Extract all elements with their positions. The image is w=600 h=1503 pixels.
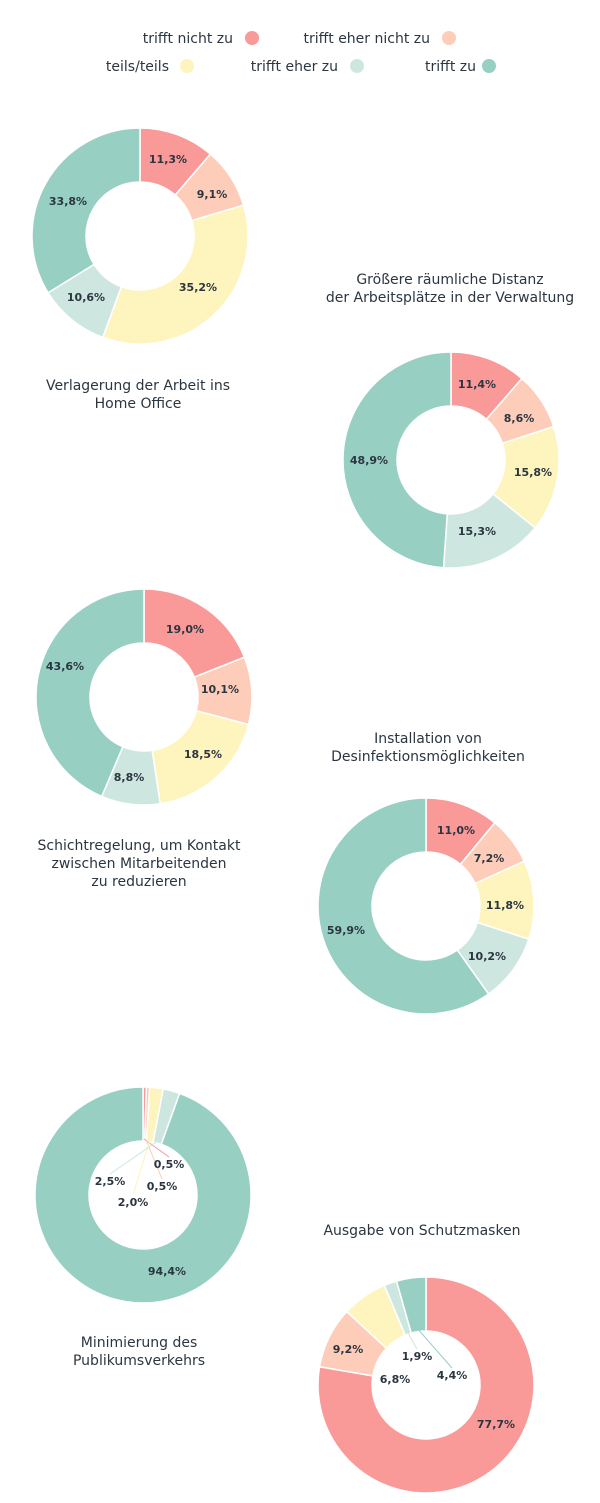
chart-title: Schichtregelung, um Kontakt zwischen Mita… xyxy=(38,838,241,890)
slice-label: 2,0% xyxy=(118,1196,149,1209)
legend-item-trifft-zu: trifft zu xyxy=(425,59,496,75)
slice-label: 2,5% xyxy=(95,1175,126,1188)
donut-chart-5: 0,5% 0,5% 2,0% 2,5% 94,4% Minimierung des Publ… xyxy=(34,1086,252,1369)
slice-label: 9,2% xyxy=(333,1343,364,1356)
chart-title-line: Publikumsverkehrs xyxy=(73,1353,205,1369)
legend-item-trifft-nicht-zu: trifft nicht zu xyxy=(143,31,259,47)
slice-teils-teils xyxy=(101,204,249,345)
slice-label: 15,8% xyxy=(514,466,552,479)
chart-title-line: Minimierung des xyxy=(81,1335,198,1351)
slice-label: 0,5% xyxy=(154,1158,185,1171)
legend-item-trifft-eher-nicht-zu: trifft eher nicht zu xyxy=(303,31,456,47)
legend-swatch xyxy=(442,31,456,45)
chart-title-line: der Arbeitsplätze in der Verwaltung xyxy=(326,290,574,306)
donut-chart-4: 11,0% 7,2% 11,8% 10,2% 59,9% Installation von… xyxy=(317,731,535,1015)
slice-trifft-zu xyxy=(395,1276,427,1334)
chart-title: Verlagerung der Arbeit ins Home Office xyxy=(46,378,230,412)
slice-label: 35,2% xyxy=(179,281,217,294)
leader-line xyxy=(407,1331,418,1350)
slice-trifft-zu xyxy=(342,351,452,569)
slice-label: 11,3% xyxy=(149,153,187,166)
slice-label: 43,6% xyxy=(46,660,84,673)
slice-label: 0,5% xyxy=(147,1180,178,1193)
slice-label: 19,0% xyxy=(166,623,204,636)
chart-title-line: Schichtregelung, um Kontakt xyxy=(38,838,241,854)
slice-trifft-zu xyxy=(31,127,141,294)
slice-label: 7,2% xyxy=(474,852,505,865)
chart-title-line: Installation von xyxy=(374,731,482,747)
slice-trifft-nicht-zu xyxy=(317,1276,535,1494)
legend-label: teils/teils xyxy=(106,59,169,75)
chart-title-line: Ausgabe von Schutzmasken xyxy=(323,1223,520,1239)
leader-line xyxy=(417,1329,453,1369)
chart-title-line: zu reduzieren xyxy=(91,874,186,890)
slice-label: 8,6% xyxy=(504,412,535,425)
slice-label: 9,1% xyxy=(197,188,228,201)
leader-line xyxy=(143,1138,170,1158)
chart-title: Größere räumliche Distanz der Arbeitsplät… xyxy=(326,272,574,306)
slice-trifft-zu xyxy=(35,588,145,798)
slice-label: 10,2% xyxy=(468,950,506,963)
charts-container: 11,3% 9,1% 35,2% 10,6% 33,8% Verlagerung der … xyxy=(31,127,574,1494)
slice-label: 15,3% xyxy=(458,525,496,538)
donut-chart-2: 11,4% 8,6% 15,8% 15,3% 48,9% Größere räumlich… xyxy=(326,272,574,569)
chart-title: Ausgabe von Schutzmasken xyxy=(323,1223,520,1239)
legend-label: trifft eher zu xyxy=(251,59,338,75)
slice-label: 8,8% xyxy=(114,771,145,784)
slice-label: 1,9% xyxy=(402,1350,433,1363)
donut-chart-1: 11,3% 9,1% 35,2% 10,6% 33,8% Verlagerung der … xyxy=(31,127,249,412)
legend-item-teils-teils: teils/teils xyxy=(106,59,194,75)
chart-title-line: zwischen Mitarbeitenden xyxy=(51,856,226,872)
chart-title: Minimierung des Publikumsverkehrs xyxy=(73,1335,205,1369)
slice-label: 10,1% xyxy=(201,683,239,696)
slice-label: 10,6% xyxy=(67,291,105,304)
slice-label: 6,8% xyxy=(380,1373,411,1386)
legend-swatch xyxy=(482,59,496,73)
legend-label: trifft nicht zu xyxy=(143,31,233,47)
slice-label: 11,0% xyxy=(437,824,475,837)
chart-title: Installation von Desinfektionsmöglichkeit… xyxy=(331,731,525,765)
slice-label: 11,8% xyxy=(486,899,524,912)
leader-line xyxy=(109,1140,159,1175)
legend-swatch xyxy=(350,59,364,73)
slice-label: 77,7% xyxy=(477,1418,515,1431)
legend: trifft nicht zu trifft eher nicht zu teils… xyxy=(106,31,496,75)
slice-label: 11,4% xyxy=(458,378,496,391)
chart-title-line: Home Office xyxy=(95,396,182,412)
donut-chart-6: 77,7% 9,2% 6,8% 1,9% 4,4% Ausgabe von Schutzm… xyxy=(317,1223,535,1494)
chart-title-line: Verlagerung der Arbeit ins xyxy=(46,378,230,394)
slice-label: 94,4% xyxy=(148,1265,186,1278)
slice-label: 59,9% xyxy=(327,924,365,937)
slice-label: 4,4% xyxy=(437,1369,468,1382)
donut-chart-3: 19,0% 10,1% 18,5% 8,8% 43,6% Schichtregelung,… xyxy=(35,588,253,890)
slice-trifft-zu xyxy=(34,1086,252,1304)
slice-label: 48,9% xyxy=(350,454,388,467)
legend-label: trifft eher nicht zu xyxy=(303,31,430,47)
legend-swatch xyxy=(245,31,259,45)
legend-label: trifft zu xyxy=(425,59,476,75)
legend-swatch xyxy=(180,59,194,73)
chart-title-line: Desinfektionsmöglichkeiten xyxy=(331,749,525,765)
legend-item-trifft-eher-zu: trifft eher zu xyxy=(251,59,364,75)
chart-title-line: Größere räumliche Distanz xyxy=(356,272,543,288)
slice-label: 33,8% xyxy=(49,195,87,208)
slice-label: 18,5% xyxy=(184,748,222,761)
slice-trifft-zu xyxy=(317,797,490,1015)
